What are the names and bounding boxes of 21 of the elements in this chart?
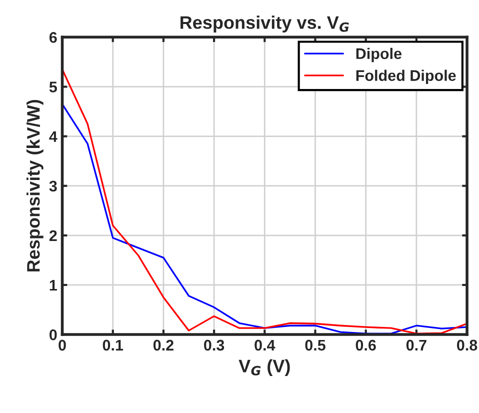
- x-tick-label: 0.8: [457, 340, 478, 351]
- y-tick-label: 4: [49, 131, 58, 142]
- y-tick-label: 6: [49, 32, 57, 43]
- x-tick-label: 0: [58, 340, 66, 351]
- chart-title: Responsivity vs. V$_{G}$: [180, 16, 349, 32]
- x-tick-label: 0.5: [305, 340, 326, 351]
- legend-label: Dipole: [356, 48, 402, 62]
- legend-label: Folded Dipole: [356, 70, 456, 84]
- x-tick-label: 0.1: [102, 340, 124, 351]
- y-axis-title: Responsivity (kV/W): [26, 100, 44, 272]
- x-tick-label: 0.6: [356, 340, 376, 351]
- x-tick-label: 0.2: [153, 340, 174, 351]
- x-tick-label: 0.4: [254, 340, 276, 351]
- x-tick-label: 0.7: [406, 340, 426, 351]
- y-tick-label: 0: [50, 329, 57, 340]
- y-tick-label: 5: [49, 82, 57, 92]
- y-tick-label: 1: [50, 280, 57, 291]
- x-tick-label: 0.3: [204, 340, 224, 351]
- y-tick-label: 2: [49, 230, 57, 241]
- x-axis-title: V$_{G}$ (V): [238, 359, 290, 376]
- y-tick-label: 3: [49, 180, 57, 192]
